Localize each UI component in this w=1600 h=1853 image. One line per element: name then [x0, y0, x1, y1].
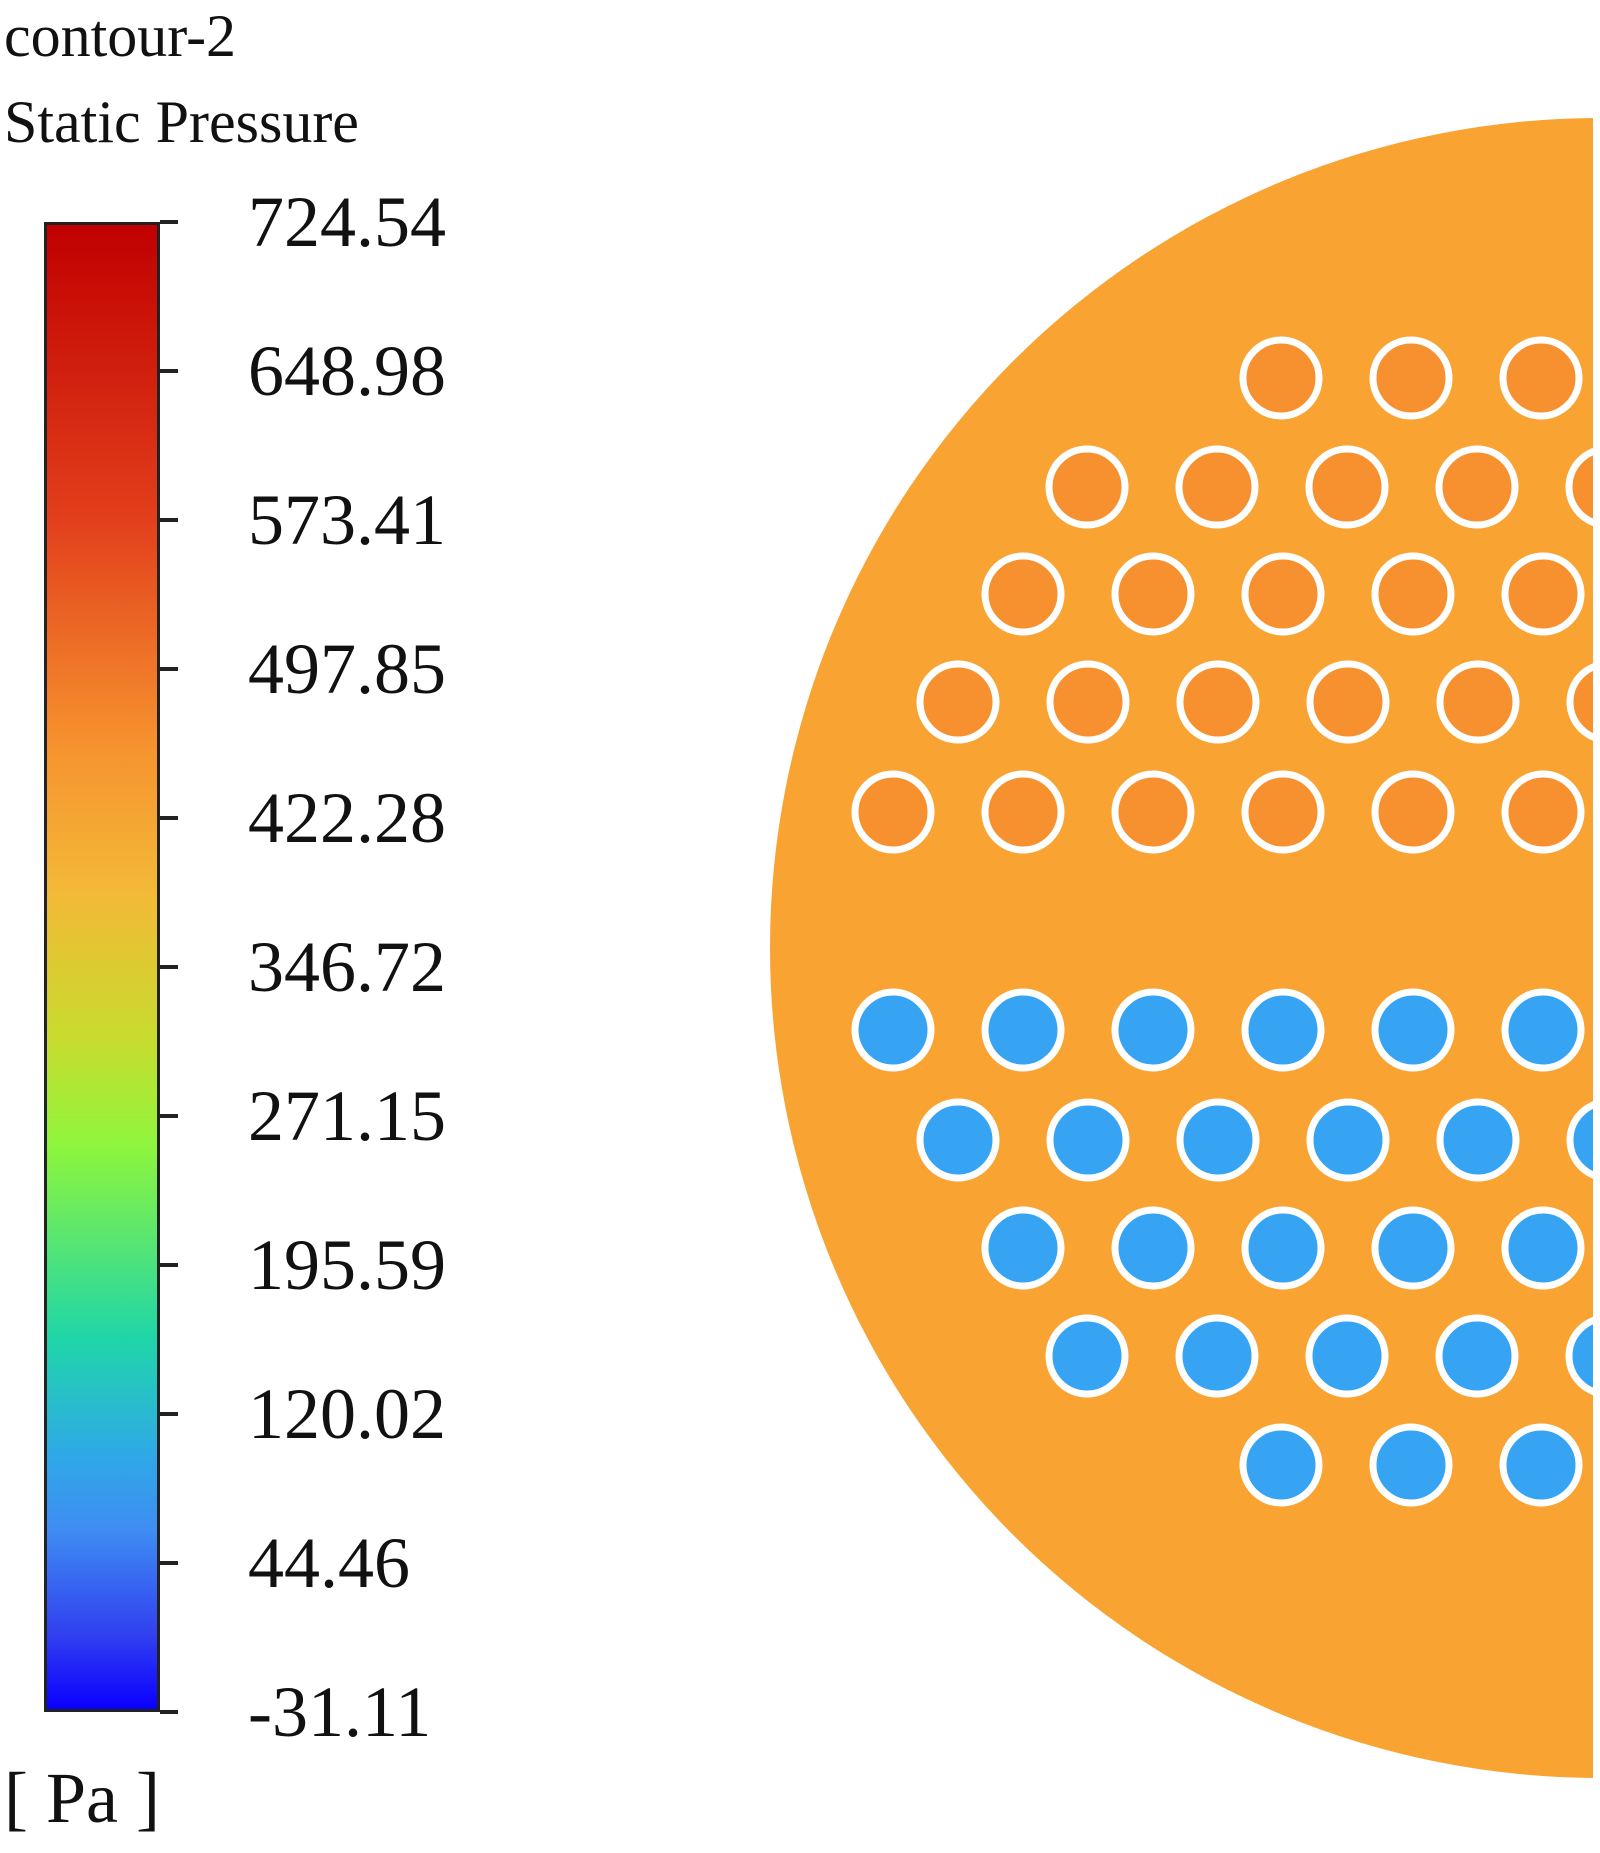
color-bar-tick — [160, 1710, 178, 1714]
lower-tube — [1371, 1206, 1455, 1290]
upper-tube — [916, 660, 1000, 744]
upper-tube — [1371, 552, 1455, 636]
color-bar-tick-label: 497.85 — [248, 629, 446, 709]
upper-tube — [1501, 770, 1585, 854]
color-bar-tick-label: 44.46 — [248, 1523, 410, 1603]
color-bar-tick — [160, 1561, 178, 1565]
color-bar-tick — [160, 1263, 178, 1267]
lower-tube — [1499, 1423, 1583, 1507]
color-bar-tick-label: 573.41 — [248, 480, 446, 560]
variable-name: Static Pressure — [4, 89, 359, 155]
lower-tube — [981, 1206, 1065, 1290]
lower-tube — [1501, 988, 1585, 1072]
color-bar-tick — [160, 220, 178, 224]
color-bar-tick — [160, 1412, 178, 1416]
upper-tube — [1565, 447, 1593, 527]
upper-tube — [1436, 660, 1520, 744]
lower-tube — [1241, 988, 1325, 1072]
lower-tube — [1436, 1098, 1520, 1182]
upper-tube — [851, 770, 935, 854]
lower-tube — [1435, 1314, 1519, 1398]
upper-tube — [1176, 660, 1260, 744]
lower-tube — [1111, 1206, 1195, 1290]
lower-tube — [1241, 1206, 1325, 1290]
lower-tube — [981, 988, 1065, 1072]
upper-tube — [1566, 663, 1593, 741]
contour-name: contour-2 — [4, 3, 237, 69]
color-bar-tick — [160, 518, 178, 522]
lower-tube — [1369, 1423, 1453, 1507]
upper-tube — [1371, 770, 1455, 854]
upper-tube — [1305, 445, 1389, 529]
upper-tube — [1111, 770, 1195, 854]
upper-tube — [1045, 445, 1129, 529]
lower-tube — [1046, 1098, 1130, 1182]
upper-tube — [1369, 336, 1453, 420]
color-bar-tick-label: 271.15 — [248, 1076, 446, 1156]
upper-tube — [1175, 445, 1259, 529]
upper-tube — [1435, 445, 1519, 529]
lower-tube — [851, 988, 935, 1072]
lower-tube — [1501, 1206, 1585, 1290]
tube-bundle — [851, 336, 1593, 1507]
upper-tube — [1241, 552, 1325, 636]
color-bar-tick-label: 346.72 — [248, 927, 446, 1007]
lower-tube — [1566, 1101, 1593, 1179]
shell-cross-section — [770, 118, 1593, 1778]
upper-tube — [1046, 660, 1130, 744]
color-bar-tick — [160, 816, 178, 820]
color-bar-tick-label: 120.02 — [248, 1374, 446, 1454]
upper-tube — [1499, 336, 1583, 420]
lower-tube — [916, 1098, 1000, 1182]
color-bar-tick-label: 422.28 — [248, 778, 446, 858]
lower-tube — [1565, 1316, 1593, 1396]
upper-tube — [1239, 336, 1323, 420]
lower-tube — [1176, 1098, 1260, 1182]
color-bar-tick — [160, 369, 178, 373]
lower-tube — [1175, 1314, 1259, 1398]
lower-tube — [1371, 988, 1455, 1072]
lower-tube — [1045, 1314, 1129, 1398]
color-bar-tick — [160, 965, 178, 969]
upper-tube — [1501, 552, 1585, 636]
color-bar — [44, 222, 160, 1712]
color-bar-tick-label: -31.11 — [248, 1672, 432, 1752]
lower-tube — [1306, 1098, 1390, 1182]
upper-tube — [981, 770, 1065, 854]
color-bar-tick-label: 724.54 — [248, 182, 446, 262]
color-bar-tick — [160, 1114, 178, 1118]
upper-tube — [1306, 660, 1390, 744]
color-bar-tick-label: 648.98 — [248, 331, 446, 411]
units-label: [ Pa ] — [4, 1758, 160, 1838]
color-bar-tick — [160, 667, 178, 671]
lower-tube — [1111, 988, 1195, 1072]
lower-tube — [1239, 1423, 1323, 1507]
upper-tube — [981, 552, 1065, 636]
color-bar-tick-label: 195.59 — [248, 1225, 446, 1305]
upper-tube — [1111, 552, 1195, 636]
upper-tube — [1241, 770, 1325, 854]
lower-tube — [1305, 1314, 1389, 1398]
